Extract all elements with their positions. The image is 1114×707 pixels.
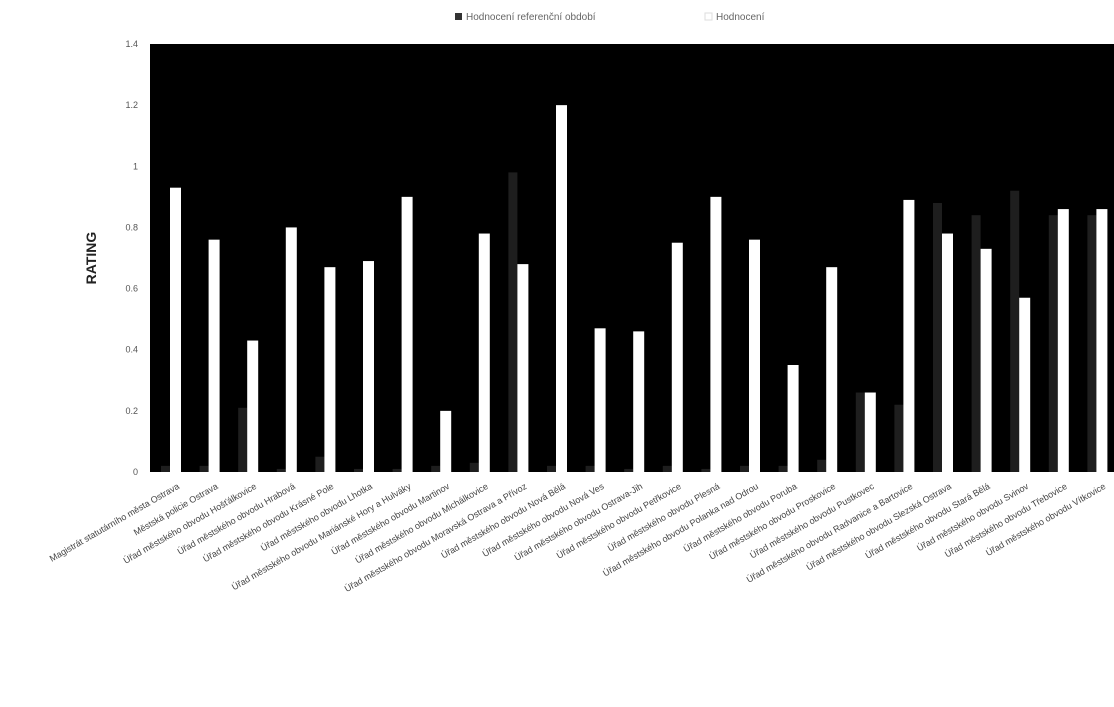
bar-reference	[315, 456, 325, 472]
bar-rating	[285, 227, 297, 472]
bar-rating	[787, 365, 799, 472]
bar-rating	[942, 233, 953, 472]
bar-rating	[710, 196, 722, 472]
bars	[161, 105, 1108, 473]
bar-rating	[478, 233, 490, 472]
y-axis: 0 0.2 0.4 0.6 0.8 1 1.2 1.4	[125, 39, 138, 477]
bar-reference	[508, 172, 518, 472]
bar-rating	[980, 248, 992, 472]
bar-reference	[199, 465, 209, 472]
y-tick-label: 0	[133, 467, 138, 477]
bar-rating	[324, 267, 336, 472]
bar-rating	[208, 239, 220, 472]
bar-rating	[671, 242, 683, 472]
bar-reference	[585, 465, 595, 472]
bar-reference	[276, 468, 286, 472]
bar-rating	[556, 105, 567, 473]
bar-reference	[855, 392, 865, 472]
bar-reference	[894, 404, 904, 472]
bar-reference	[624, 468, 634, 472]
bar-rating	[594, 328, 606, 472]
bar-rating	[440, 410, 452, 472]
y-tick-label: 1	[133, 161, 138, 171]
bar-reference	[701, 468, 711, 472]
y-tick-label: 0.4	[125, 345, 138, 355]
bar-reference	[161, 465, 170, 472]
bar-rating	[1057, 209, 1069, 473]
legend-label-value: Hodnocení	[716, 12, 765, 23]
bar-rating	[826, 267, 838, 472]
bar-rating	[1096, 209, 1108, 473]
y-tick-label: 0.6	[125, 284, 138, 294]
bar-reference	[740, 465, 749, 472]
bar-rating	[749, 239, 760, 472]
y-tick-label: 1.2	[125, 100, 138, 110]
y-axis-label: RATING	[83, 232, 99, 285]
bar-rating	[903, 199, 915, 472]
legend: Hodnocení referenční období Hodnocení	[455, 12, 765, 23]
bar-rating	[247, 340, 259, 472]
bar-reference	[662, 465, 672, 472]
bar-reference	[778, 465, 788, 472]
legend-label-reference: Hodnocení referenční období	[466, 12, 596, 23]
bar-reference	[1048, 215, 1058, 472]
bar-rating	[517, 264, 529, 472]
bar-rating	[170, 187, 181, 472]
bar-reference	[971, 215, 981, 472]
x-axis: Magistrát statutárního města OstravaMěst…	[48, 481, 1108, 594]
bar-reference	[392, 468, 402, 472]
plot-area	[150, 44, 1114, 472]
bar-reference	[547, 465, 556, 472]
bar-reference	[933, 202, 942, 472]
y-tick-label: 0.8	[125, 222, 138, 232]
bar-reference	[238, 407, 248, 472]
bar-reference	[469, 462, 479, 472]
legend-marker-reference	[455, 13, 462, 20]
bar-rating	[363, 261, 374, 472]
bar-reference	[1087, 215, 1097, 472]
bar-reference	[354, 468, 363, 472]
bar-reference	[817, 459, 827, 472]
y-tick-label: 0.2	[125, 406, 138, 416]
legend-marker-value	[704, 12, 713, 21]
bar-rating	[401, 196, 413, 472]
bar-rating	[633, 331, 645, 472]
bar-reference	[431, 465, 441, 472]
y-tick-label: 1.4	[125, 39, 138, 49]
bar-rating	[1019, 297, 1031, 472]
bar-reference	[1010, 190, 1020, 472]
bar-rating	[864, 392, 876, 472]
